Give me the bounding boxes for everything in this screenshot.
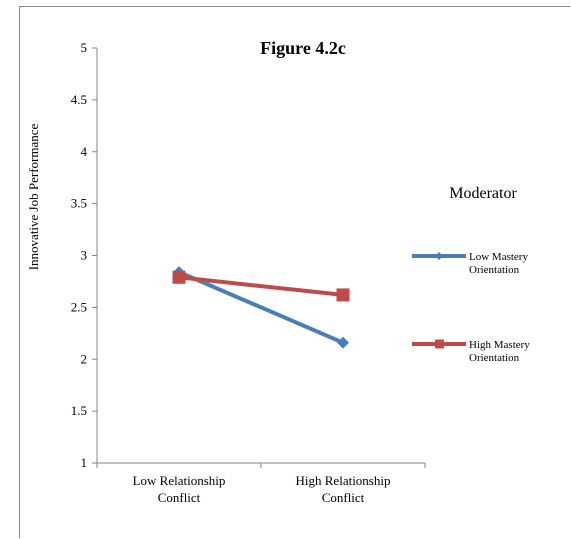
series-line xyxy=(178,270,344,345)
chart-frame xyxy=(19,6,570,538)
y-tick-label: 2.5 xyxy=(71,299,87,314)
axes: 1 1.5 2 2.5 3 3.5 4 4.5 5 Low Relationship Conflic… xyxy=(71,40,426,505)
y-tick-label: 2 xyxy=(81,351,88,366)
series-line xyxy=(178,275,344,297)
y-tick-label: 1 xyxy=(81,455,88,470)
y-tick-label: 1.5 xyxy=(71,403,87,418)
y-tick-label: 3 xyxy=(81,248,88,263)
x-tick-label: High Relationship Conflict xyxy=(296,473,391,505)
legend-label: Low Mastery Orientation xyxy=(469,251,528,276)
legend-entry: Low Mastery Orientation xyxy=(412,251,528,276)
legend-marker xyxy=(435,252,443,260)
legend: Moderator Low Mastery Orientation High Mas… xyxy=(412,185,530,364)
legend-title: Moderator xyxy=(449,185,517,202)
y-axis-label: Innovative Job Performance xyxy=(26,123,41,270)
chart-title: Figure 4.2c xyxy=(260,38,346,58)
data-point xyxy=(172,270,186,284)
y-tick-label: 4 xyxy=(81,144,88,159)
legend-entry: High Mastery Orientation xyxy=(412,339,530,364)
y-tick-label: 5 xyxy=(81,40,88,55)
x-tick-label: Low Relationship Conflict xyxy=(133,473,226,505)
data-point xyxy=(336,288,350,302)
data-point xyxy=(337,336,349,349)
y-tick-label: 4.5 xyxy=(71,92,87,107)
y-tick-label: 3.5 xyxy=(71,196,87,211)
series-layer xyxy=(172,266,350,349)
legend-label: High Mastery Orientation xyxy=(469,339,530,364)
legend-marker xyxy=(435,339,444,349)
